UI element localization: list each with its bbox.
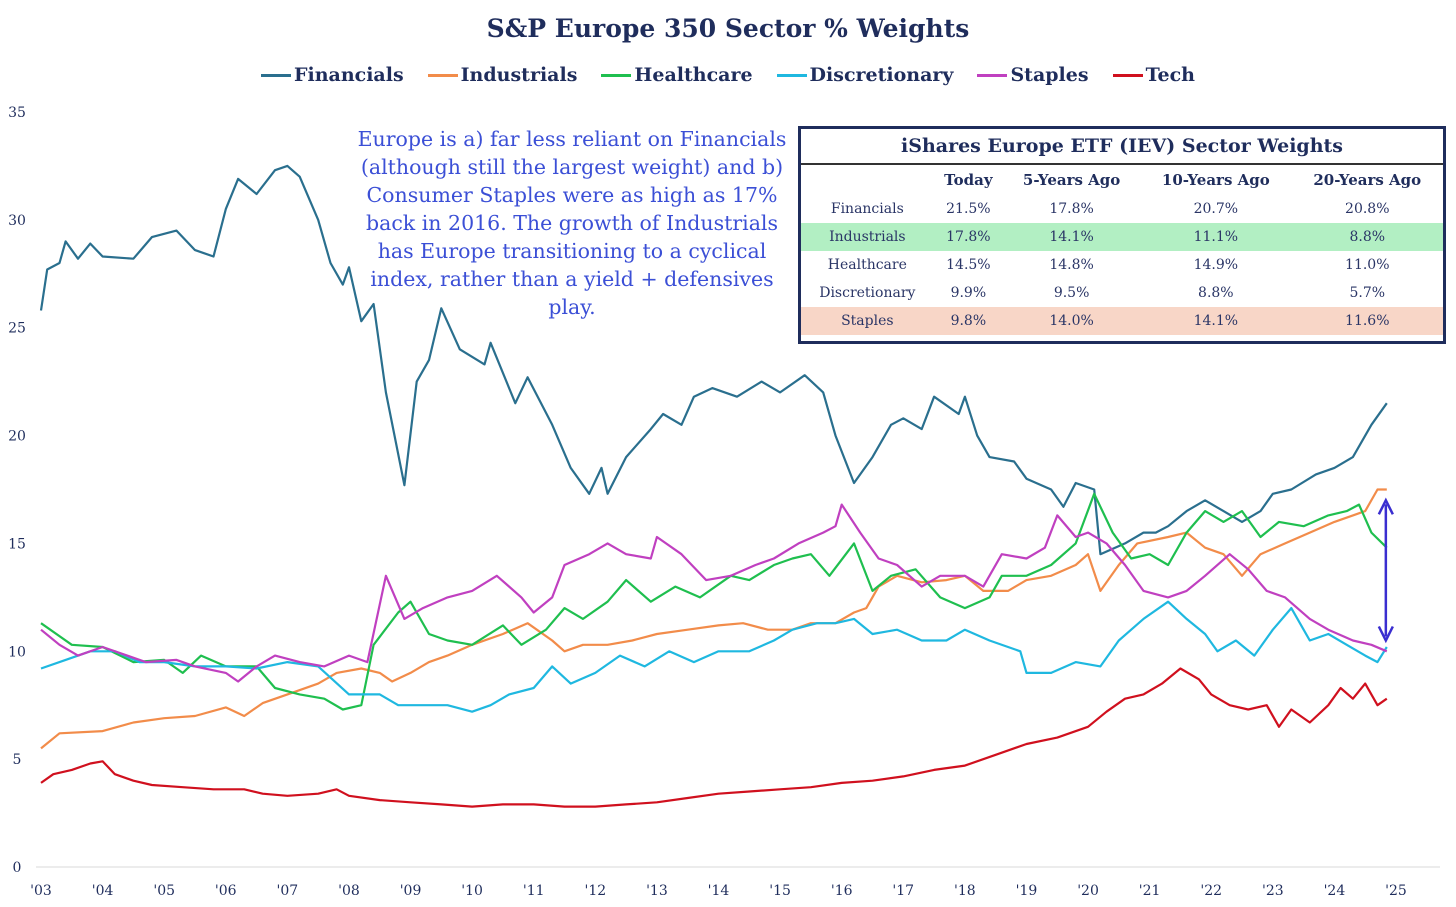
x-tick-label: '17: [892, 883, 914, 899]
weight-cell: 17.8%: [933, 223, 1004, 251]
column-header: [801, 165, 934, 195]
weight-cell: 8.8%: [1198, 285, 1234, 301]
series-line-healthcare: [40, 492, 1388, 711]
arrow-head-up: [1377, 497, 1394, 515]
weight-cell: 21.5%: [946, 201, 991, 217]
legend-item-discretionary: Discretionary: [776, 64, 954, 86]
weight-cell: 20.7%: [1193, 201, 1239, 217]
table-row: Staples 9.8% 14.0% 14.1% 11.6%: [801, 307, 1443, 335]
sector-weights-table: iShares Europe ETF (IEV) Sector Weights …: [798, 126, 1446, 344]
legend-item-industrials: Industrials: [427, 64, 578, 86]
series-line-discretionary: [40, 600, 1388, 713]
annotation-text: Europe is a) far less reliant on Financi…: [357, 127, 787, 319]
x-tick-label: '18: [954, 883, 976, 899]
legend-swatch: [261, 73, 291, 77]
legend-label: Healthcare: [634, 64, 753, 86]
sector-label: Discretionary: [819, 285, 916, 301]
legend-label: Financials: [294, 64, 404, 86]
legend-label: Industrials: [460, 64, 578, 86]
x-tick-label: '10: [461, 883, 483, 899]
x-tick-label: '25: [1385, 883, 1407, 899]
y-tick-label: 20: [8, 429, 26, 445]
weight-cell: 20.8%: [1345, 201, 1390, 217]
x-tick-label: '11: [523, 883, 545, 899]
x-tick-label: '09: [400, 883, 422, 899]
series-line-staples: [40, 503, 1388, 683]
weight-cell: 14.8%: [1049, 257, 1094, 273]
weight-cell: 9.5%: [1053, 285, 1090, 301]
weight-cell: 14.1%: [1140, 307, 1292, 335]
x-tick-label: '19: [1016, 883, 1038, 899]
x-tick-label: '24: [1324, 883, 1346, 899]
weight-cell: 14.1%: [1003, 223, 1141, 251]
weight-cell: 11.6%: [1291, 307, 1443, 335]
x-tick-label: '08: [338, 883, 360, 899]
y-tick-label: 15: [8, 536, 26, 552]
x-tick-label: '21: [1139, 883, 1161, 899]
y-tick-label: 10: [8, 644, 26, 660]
x-tick-label: '05: [153, 883, 175, 899]
legend-label: Tech: [1145, 64, 1195, 86]
table-row: Discretionary 9.9% 9.5% 8.8% 5.7%: [801, 279, 1443, 307]
table-title: iShares Europe ETF (IEV) Sector Weights: [801, 129, 1443, 165]
x-tick-label: '16: [831, 883, 853, 899]
sector-label: Industrials: [801, 223, 934, 251]
sector-label: Financials: [830, 201, 904, 217]
column-header: Today: [944, 171, 993, 189]
weight-cell: 11.1%: [1140, 223, 1292, 251]
table-row: Financials 21.5% 17.8% 20.7% 20.8%: [801, 195, 1443, 223]
table-row: Industrials 17.8% 14.1% 11.1% 8.8%: [801, 223, 1443, 251]
x-tick-label: '22: [1200, 883, 1222, 899]
x-tick-label: '15: [769, 883, 791, 899]
x-tick-label: '04: [92, 883, 114, 899]
chart-title: S&P Europe 350 Sector % Weights: [486, 14, 970, 43]
sector-label: Staples: [801, 307, 934, 335]
sector-label: Healthcare: [827, 257, 907, 273]
y-tick-label: 30: [8, 213, 26, 229]
weight-cell: 5.7%: [1349, 285, 1386, 301]
legend-swatch: [977, 73, 1008, 77]
column-header: 20-Years Ago: [1313, 171, 1422, 189]
x-tick-label: '07: [277, 883, 299, 899]
legend: Financials Industrials Healthcare Discretio…: [0, 64, 1456, 86]
column-header: 10-Years Ago: [1161, 171, 1270, 189]
weight-cell: 9.8%: [933, 307, 1004, 335]
x-tick-label: '23: [1262, 883, 1284, 899]
y-tick-label: 25: [8, 321, 26, 337]
legend-label: Staples: [1010, 64, 1089, 86]
legend-item-healthcare: Healthcare: [601, 64, 753, 86]
weight-cell: 14.5%: [946, 257, 991, 273]
legend-swatch: [1112, 73, 1143, 77]
weight-cell: 8.8%: [1291, 223, 1443, 251]
legend-item-staples: Staples: [977, 64, 1089, 86]
arrow-head-down: [1377, 625, 1394, 644]
weight-cell: 9.9%: [950, 285, 987, 301]
table-header-row: Today 5-Years Ago 10-Years Ago 20-Years Ago: [801, 165, 1443, 195]
legend-swatch: [427, 73, 458, 77]
x-tick-label: '06: [215, 883, 237, 899]
legend-swatch: [776, 73, 807, 77]
x-tick-label: '12: [584, 883, 606, 899]
column-header: 5-Years Ago: [1022, 171, 1121, 189]
series-line-financials: [39, 164, 1388, 556]
x-tick-label: '03: [30, 883, 52, 899]
series-line-industrials: [40, 488, 1387, 750]
weight-cell: 17.8%: [1049, 201, 1094, 217]
legend-item-financials: Financials: [261, 64, 404, 86]
legend-label: Discretionary: [809, 64, 954, 86]
legend-swatch: [601, 73, 632, 77]
weight-cell: 11.0%: [1345, 257, 1390, 273]
series-line-tech: [40, 667, 1388, 808]
y-tick-label: 0: [13, 860, 22, 876]
x-tick-label: '20: [1077, 883, 1099, 899]
y-tick-label: 5: [13, 752, 22, 768]
x-tick-label: '13: [646, 883, 668, 899]
weight-cell: 14.9%: [1193, 257, 1239, 273]
y-tick-label: 35: [8, 105, 26, 121]
weight-cell: 14.0%: [1003, 307, 1141, 335]
legend-item-tech: Tech: [1112, 64, 1195, 86]
table-row: Healthcare 14.5% 14.8% 14.9% 11.0%: [801, 251, 1443, 279]
x-tick-label: '14: [708, 883, 730, 899]
